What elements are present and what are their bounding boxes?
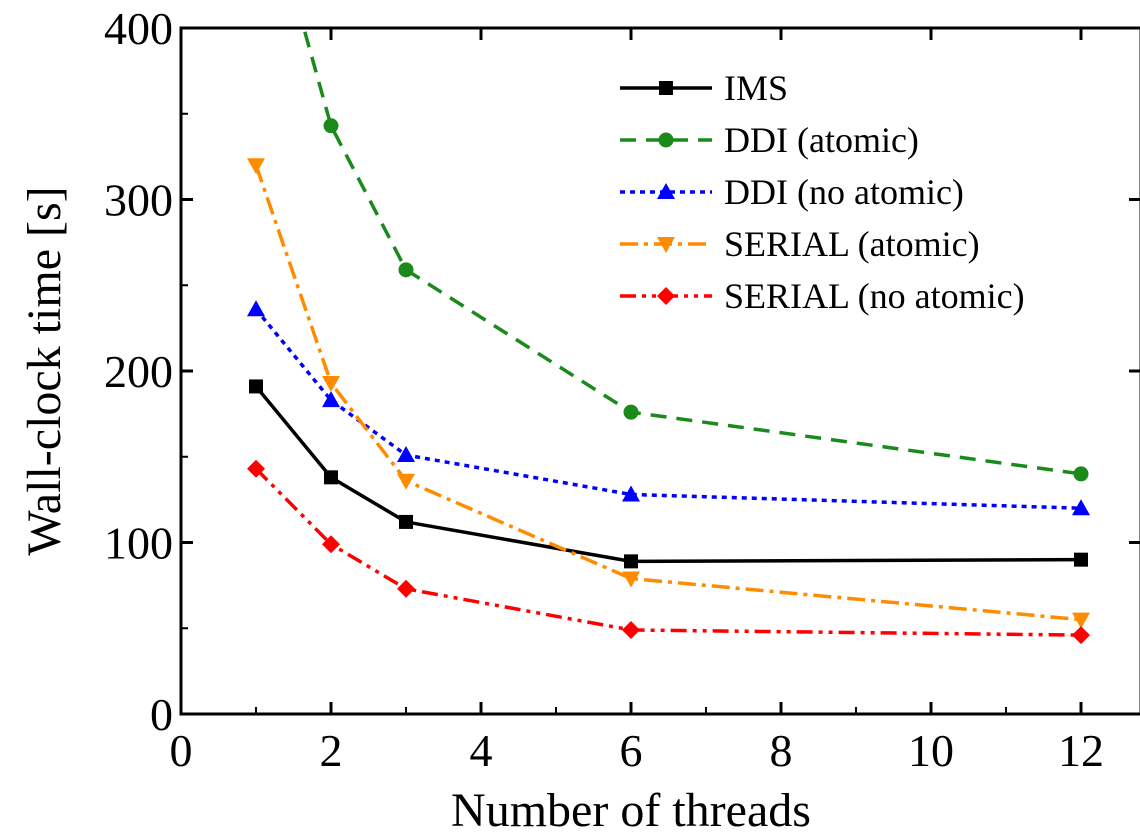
data-point-ddi-no-atomic [1072, 499, 1090, 516]
data-point-ims [624, 554, 638, 569]
x-tick-label: 6 [620, 725, 643, 776]
series-line-ddi-atomic [301, 28, 1082, 476]
x-tick-label: 8 [770, 725, 793, 776]
series-line-serial-no-atomic [254, 467, 1082, 637]
x-tick-label: 2 [320, 725, 343, 776]
data-point-serial-atomic [322, 376, 340, 393]
y-tick-label: 0 [150, 689, 173, 740]
data-point-ims [249, 379, 263, 394]
data-point-serial-no-atomic [1072, 626, 1090, 645]
data-point-serial-atomic [622, 571, 640, 588]
data-point-ddi-no-atomic [622, 485, 640, 502]
data-point-serial-no-atomic [322, 535, 340, 554]
data-point-ddi-no-atomic [322, 391, 340, 408]
legend-marker-ddi-no-atomic [657, 183, 675, 199]
data-point-ddi-atomic [323, 118, 339, 134]
data-point-serial-no-atomic [622, 620, 640, 639]
x-tick-label: 4 [470, 725, 493, 776]
legend-marker-serial-no-atomic [657, 287, 675, 305]
data-point-ims [399, 514, 413, 529]
legend-label-serial-atomic: SERIAL (atomic) [724, 224, 980, 264]
series-line-ims [254, 385, 1082, 564]
data-point-ddi-no-atomic [247, 300, 265, 317]
data-point-serial-no-atomic [397, 579, 415, 598]
data-point-ddi-atomic [398, 262, 414, 278]
data-point-ims [324, 470, 338, 485]
data-point-ims [1074, 552, 1088, 567]
legend-marker-ddi-atomic [658, 132, 674, 148]
legend-label-ddi-no-atomic: DDI (no atomic) [724, 172, 964, 212]
y-tick-label: 300 [104, 175, 173, 226]
y-tick-label: 200 [104, 346, 173, 397]
x-tick-label: 12 [1058, 725, 1104, 776]
data-point-serial-no-atomic [247, 459, 265, 478]
y-tick-label: 400 [104, 3, 173, 54]
data-point-ddi-atomic [623, 404, 639, 420]
legend-marker-ims [659, 81, 673, 95]
x-axis-title: Number of threads [451, 784, 811, 836]
data-point-ddi-no-atomic [397, 446, 415, 463]
data-point-serial-atomic [247, 158, 265, 175]
y-tick-label: 100 [104, 518, 173, 569]
y-axis-title: Wall-clock time [s] [18, 186, 71, 555]
data-point-serial-atomic [1072, 612, 1090, 629]
legend-label-serial-no-atomic: SERIAL (no atomic) [724, 276, 1025, 316]
x-tick-label: 10 [908, 725, 954, 776]
series-line-ddi-no-atomic [254, 308, 1082, 510]
legend-label-ims: IMS [724, 68, 788, 108]
data-point-serial-atomic [397, 473, 415, 490]
legend-marker-serial-atomic [657, 237, 675, 253]
legend-label-ddi-atomic: DDI (atomic) [724, 120, 919, 160]
x-tick-label: 0 [170, 725, 193, 776]
data-point-ddi-atomic [1073, 466, 1089, 482]
